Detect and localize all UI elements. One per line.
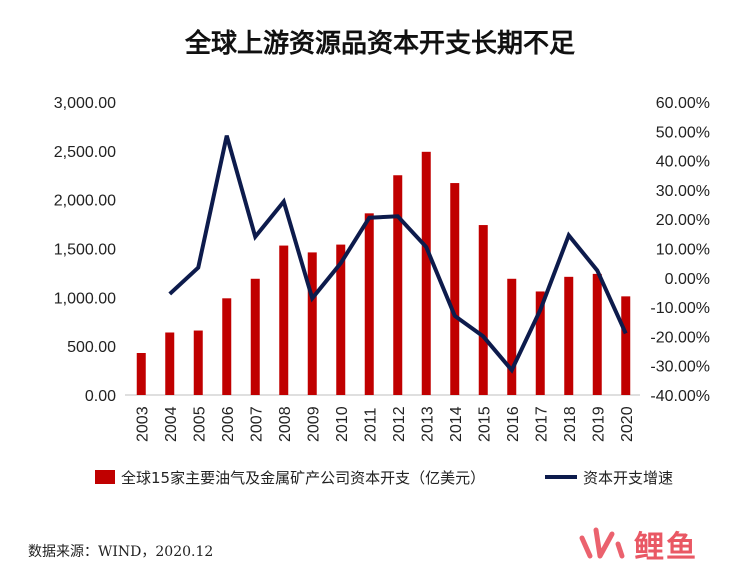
right-tick-label: 20.00% bbox=[656, 212, 710, 229]
x-tick-label: 2012 bbox=[391, 406, 408, 442]
bar-2012 bbox=[393, 175, 403, 395]
x-tick-label: 2007 bbox=[248, 406, 265, 442]
left-tick-label: 2,500.00 bbox=[54, 144, 116, 161]
bar-2006 bbox=[222, 298, 232, 395]
line-series bbox=[168, 135, 628, 374]
bar-2014 bbox=[450, 183, 460, 395]
x-tick-label: 2016 bbox=[505, 406, 522, 442]
bar-2010 bbox=[336, 244, 346, 395]
bar-2004 bbox=[165, 332, 175, 395]
bar-2003 bbox=[136, 353, 146, 395]
x-tick-label: 2019 bbox=[590, 406, 607, 442]
bar-2015 bbox=[478, 225, 488, 395]
x-tick-label: 2004 bbox=[163, 406, 180, 442]
x-tick-label: 2020 bbox=[619, 406, 636, 442]
x-tick-label: 2018 bbox=[562, 406, 579, 442]
left-tick-label: 1,500.00 bbox=[54, 242, 116, 259]
x-tick-label: 2015 bbox=[476, 406, 493, 442]
watermark-text: 鲤鱼 bbox=[634, 530, 698, 565]
left-axis: 3,000.00 2,500.00 2,000.00 1,500.00 1,000.00… bbox=[54, 95, 116, 405]
right-tick-label: 30.00% bbox=[656, 183, 710, 200]
watermark: 鲤鱼 bbox=[578, 522, 698, 566]
right-tick-label: 10.00% bbox=[656, 242, 710, 259]
x-tick-label: 2009 bbox=[305, 406, 322, 442]
legend-bar-swatch bbox=[95, 470, 115, 484]
x-tick-label: 2011 bbox=[362, 407, 379, 442]
chart-title: 全球上游资源品资本开支长期不足 bbox=[184, 28, 575, 59]
right-tick-label: 50.00% bbox=[656, 124, 710, 141]
x-tick-label: 2008 bbox=[277, 406, 294, 442]
bar-2013 bbox=[421, 151, 431, 395]
left-tick-label: 1,000.00 bbox=[54, 290, 116, 307]
bar-series bbox=[136, 151, 631, 395]
x-tick-label: 2006 bbox=[220, 406, 237, 442]
right-tick-label: -40.00% bbox=[650, 388, 710, 405]
bar-2005 bbox=[193, 330, 203, 395]
left-tick-label: 2,000.00 bbox=[54, 193, 116, 210]
x-tick-label: 2013 bbox=[419, 406, 436, 442]
left-tick-label: 0.00 bbox=[85, 388, 116, 405]
bar-2020 bbox=[621, 296, 631, 395]
bar-2018 bbox=[564, 276, 574, 395]
bar-2011 bbox=[364, 213, 374, 395]
source-note: 数据来源：WIND，2020.12 bbox=[28, 544, 214, 560]
legend-bar-label: 全球15家主要油气及金属矿产公司资本开支（亿美元） bbox=[121, 469, 485, 487]
bar-2009 bbox=[307, 252, 317, 395]
right-tick-label: 60.00% bbox=[656, 95, 710, 112]
bar-2017 bbox=[535, 291, 545, 395]
legend: 全球15家主要油气及金属矿产公司资本开支（亿美元） 资本开支增速 bbox=[95, 469, 673, 487]
x-tick-label: 2010 bbox=[334, 406, 351, 442]
right-tick-label: 0.00% bbox=[665, 271, 710, 288]
right-tick-label: -20.00% bbox=[650, 329, 710, 346]
right-tick-label: -30.00% bbox=[650, 359, 710, 376]
right-tick-label: -10.00% bbox=[650, 300, 710, 317]
right-axis: 60.00% 50.00% 40.00% 30.00% 20.00% 10.00% 0.00… bbox=[650, 95, 710, 405]
bar-2016 bbox=[507, 278, 517, 395]
legend-line-label: 资本开支增速 bbox=[583, 469, 673, 487]
bar-2008 bbox=[279, 245, 289, 395]
x-tick-label: 2014 bbox=[448, 406, 465, 442]
x-tick-label: 2005 bbox=[191, 406, 208, 442]
bar-2019 bbox=[592, 273, 602, 395]
x-axis: 2003 2004 2005 2006 2007 2008 2009 2010 2011 2012… bbox=[134, 406, 636, 442]
left-tick-label: 3,000.00 bbox=[54, 95, 116, 112]
fire-logo-icon bbox=[579, 527, 625, 559]
x-tick-label: 2003 bbox=[134, 406, 151, 442]
bar-2007 bbox=[250, 278, 260, 395]
right-tick-label: 40.00% bbox=[656, 154, 710, 171]
left-tick-label: 500.00 bbox=[67, 339, 116, 356]
x-tick-label: 2017 bbox=[533, 406, 550, 442]
